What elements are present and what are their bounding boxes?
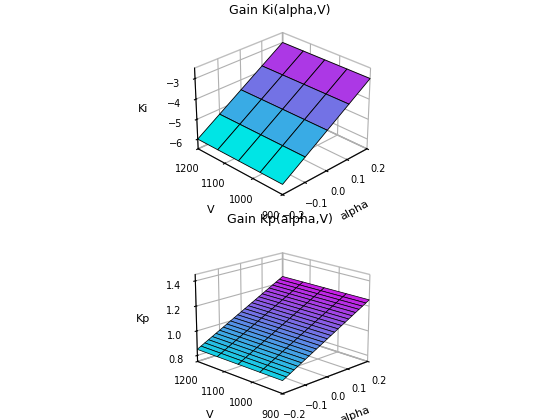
Title: Gain Ki(alpha,V): Gain Ki(alpha,V) [229,4,331,17]
X-axis label: alpha: alpha [338,198,370,222]
Y-axis label: V: V [207,205,214,215]
X-axis label: alpha: alpha [339,404,372,420]
Title: Gain Kp(alpha,V): Gain Kp(alpha,V) [227,213,333,226]
Y-axis label: V: V [206,410,213,420]
